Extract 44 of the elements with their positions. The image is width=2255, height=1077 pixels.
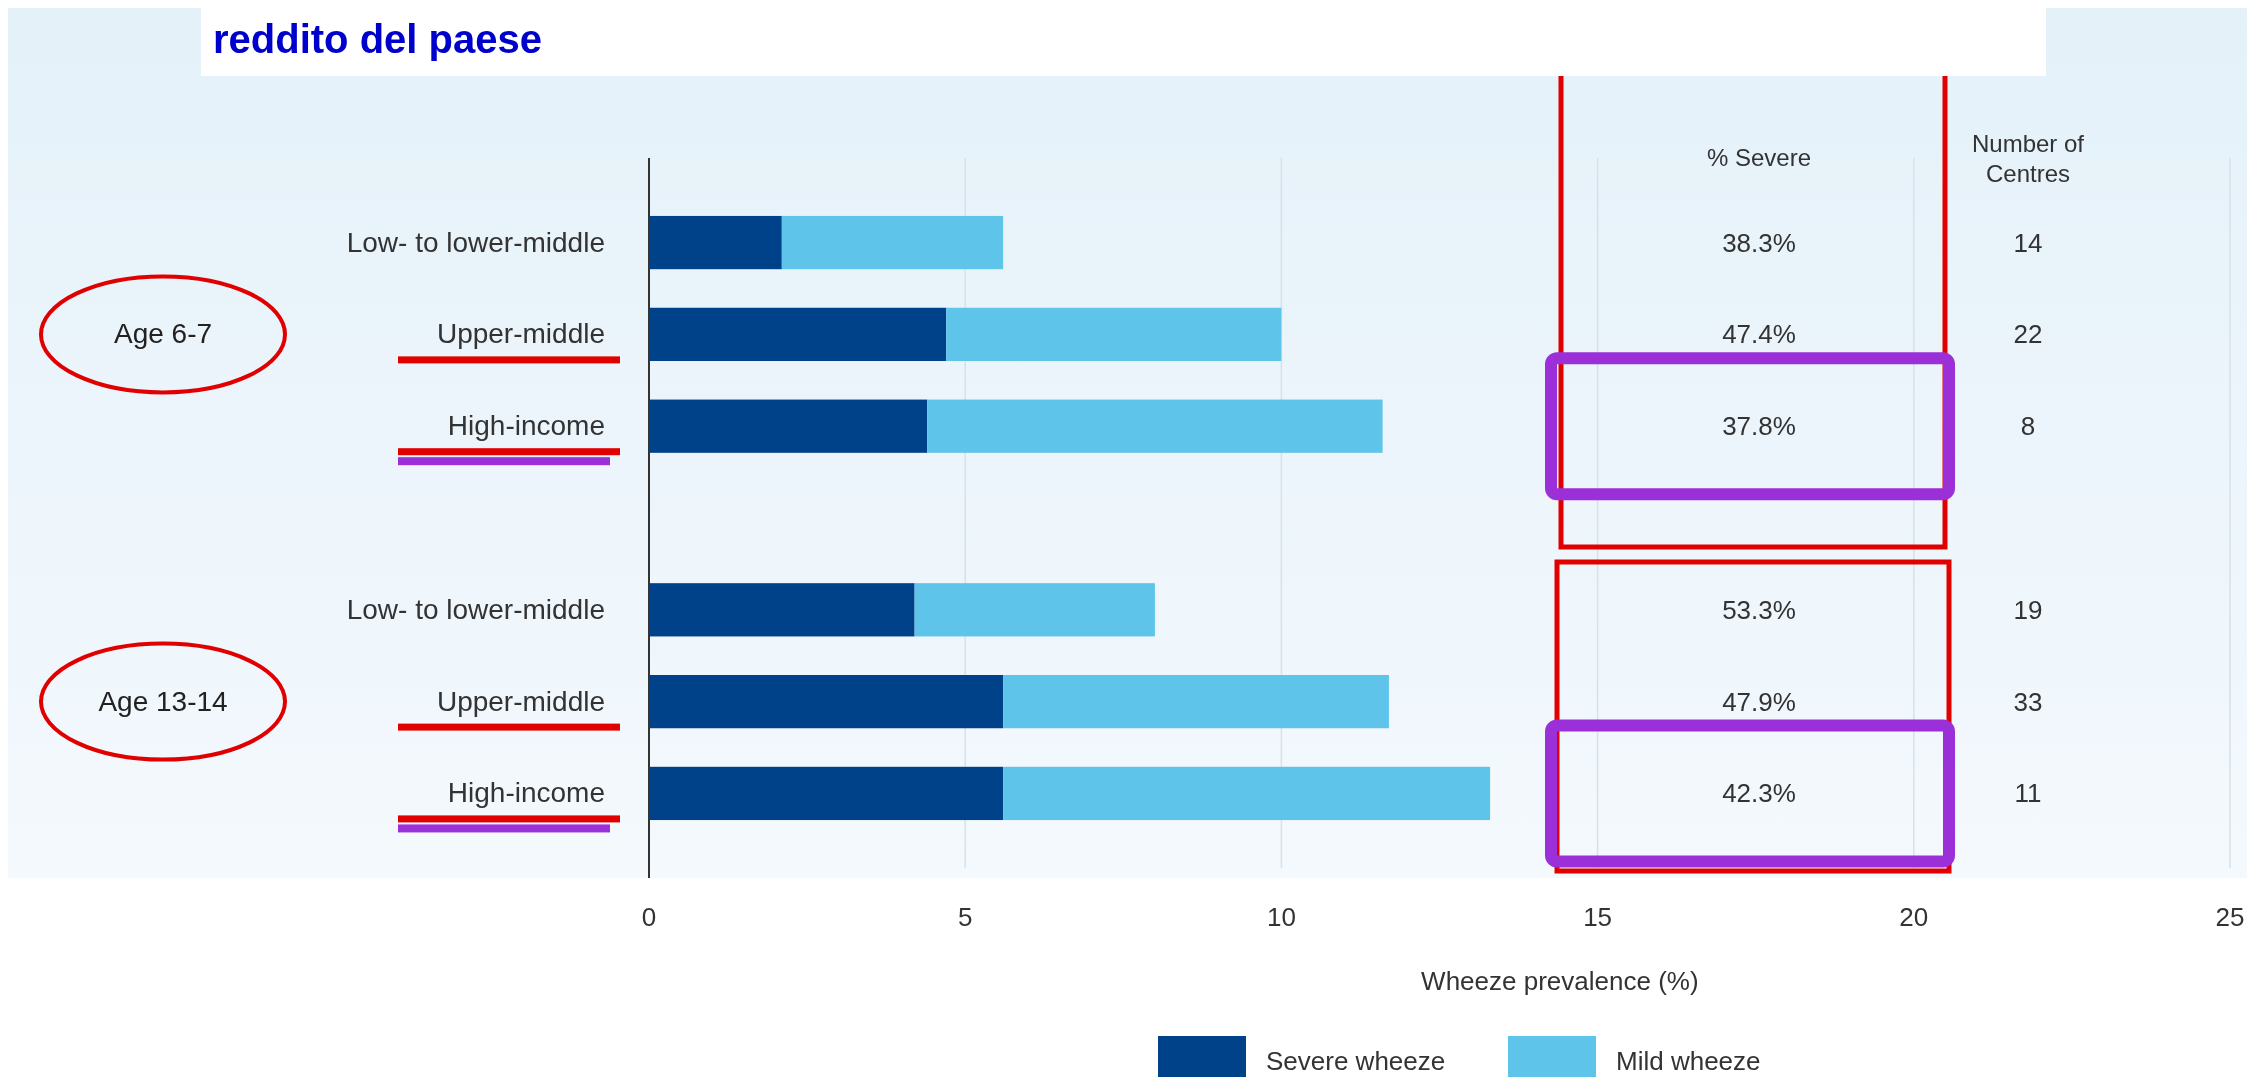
bar [914,583,1155,637]
bar [649,583,915,637]
annotation: 14 [2013,227,2043,258]
y-tick-label: Low- to lower-middle [346,593,605,625]
bar [927,399,1383,453]
bar [1003,766,1491,821]
annotation: 38.3% [1722,227,1796,258]
annotation: 8 [2020,411,2036,442]
annotation: 47.4% [1722,319,1796,350]
annotation: 19 [2013,594,2043,625]
annotation: Number of Centres [1971,130,2085,187]
legend-label: Mild wheeze [1616,1046,1761,1076]
x-tick-label: 0 [641,902,657,932]
chart-title: reddito del paese [213,17,542,61]
bar [649,399,928,453]
y-tick-label: High-income [447,777,605,809]
y-tick-label: Upper-middle [436,318,605,350]
bar [649,215,782,270]
text: Age 6-7 [113,318,213,350]
x-tick-label: 20 [1899,902,1929,932]
annotation: 33 [2013,686,2043,717]
annotation: 37.8% [1722,411,1796,442]
bar [781,215,1004,270]
annotation: % Severe [1706,144,1812,171]
y-tick-label: Upper-middle [436,685,605,717]
x-tick-label: 15 [1583,902,1613,932]
legend-label: Severe wheeze [1266,1046,1446,1076]
x-tick-label: 10 [1266,902,1296,932]
annotation: 53.3% [1722,594,1796,625]
text: Age 13-14 [98,685,228,717]
annotation: 42.3% [1722,778,1796,809]
bar [649,766,1004,821]
bar [946,307,1282,362]
bar [1003,674,1389,729]
y-tick-label: High-income [447,410,605,442]
x-tick-label: 5 [957,902,973,932]
annotation: 47.9% [1722,686,1796,717]
y-tick-label: Low- to lower-middle [346,226,605,258]
annotation: 22 [2013,319,2043,350]
annotation: 11 [2014,778,2042,809]
bar [649,307,947,362]
x-tick-label: 25 [2215,902,2245,932]
x-axis-title: Wheeze prevalence (%) [1421,966,1699,996]
bar [649,674,1004,729]
